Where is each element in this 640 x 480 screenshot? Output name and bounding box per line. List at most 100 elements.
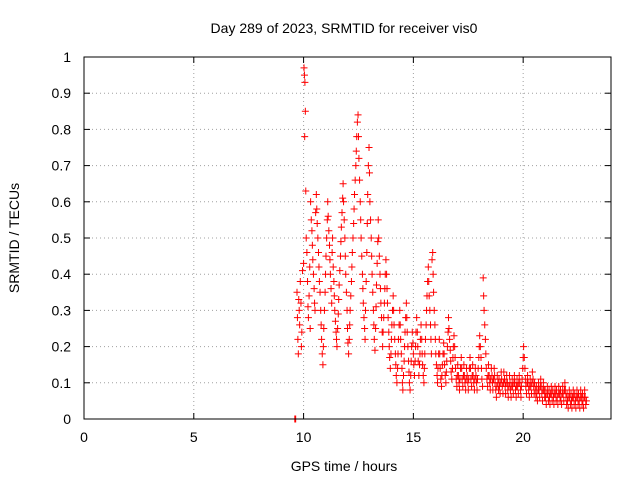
data-point-marker <box>362 306 370 314</box>
data-point-marker <box>307 216 315 224</box>
data-point-marker <box>365 169 373 177</box>
data-point-marker <box>327 285 335 293</box>
data-point-marker <box>406 386 414 394</box>
data-point-marker <box>360 314 368 322</box>
data-point-marker <box>358 270 366 278</box>
data-point-marker <box>293 314 301 322</box>
data-point-marker <box>375 252 383 260</box>
data-point-marker <box>313 220 321 228</box>
data-point-marker <box>389 292 397 300</box>
y-tick-label: 0.5 <box>52 230 72 246</box>
data-point-marker <box>324 198 332 206</box>
data-point-marker <box>303 248 311 256</box>
data-point-marker <box>468 382 476 390</box>
data-point-marker <box>308 241 316 249</box>
data-point-marker <box>298 328 306 336</box>
data-point-marker <box>428 256 436 264</box>
y-tick-label: 0.2 <box>52 339 72 355</box>
data-point-marker <box>370 321 378 329</box>
data-point-marker <box>319 361 327 369</box>
data-point-marker <box>421 350 429 358</box>
data-point-marker <box>464 379 472 387</box>
data-point-marker <box>460 361 468 369</box>
data-point-marker <box>561 379 569 387</box>
data-point-marker <box>350 205 358 213</box>
data-point-marker <box>314 234 322 242</box>
data-point-marker <box>312 191 320 199</box>
data-point-marker <box>459 382 467 390</box>
data-point-marker <box>525 386 533 394</box>
data-point-marker <box>361 325 369 332</box>
data-point-marker <box>296 321 304 329</box>
data-point-marker <box>528 368 536 376</box>
data-point-marker <box>301 107 309 115</box>
x-tick-label: 15 <box>406 429 422 445</box>
data-point-marker <box>492 393 500 401</box>
data-point-marker <box>356 176 364 184</box>
data-point-marker <box>514 390 522 398</box>
y-tick-label: 0.8 <box>52 121 72 137</box>
data-point-marker <box>355 154 363 162</box>
data-point-marker <box>312 209 320 217</box>
data-point-marker <box>322 252 330 260</box>
data-point-marker <box>326 256 334 264</box>
y-tick-label: 0.1 <box>52 375 72 391</box>
data-point-marker <box>424 263 432 271</box>
data-point-marker <box>521 364 529 372</box>
data-point-marker <box>413 328 421 336</box>
data-point-marker <box>409 350 417 358</box>
data-point-marker <box>466 353 474 361</box>
axis-ticks: 0 5 10 15 20 0 0.1 0.2 0.3 0.4 0.5 0.6 0.7 0.8 0.9 1 <box>52 49 611 445</box>
data-point-marker <box>330 277 338 285</box>
data-point-marker <box>480 306 488 314</box>
data-point-marker <box>311 299 319 307</box>
data-point-marker <box>300 71 308 79</box>
data-point-marker <box>341 252 349 260</box>
data-point-marker <box>581 393 589 401</box>
data-point-marker <box>336 267 344 275</box>
x-tick-label: 20 <box>515 429 531 445</box>
data-point-marker <box>342 270 350 278</box>
data-point-marker <box>539 379 547 387</box>
data-point-marker <box>319 343 327 351</box>
data-point-marker <box>337 223 345 231</box>
data-point-marker <box>315 277 323 285</box>
data-point-marker <box>446 335 454 343</box>
data-point-marker <box>321 288 329 296</box>
data-point-marker <box>364 191 372 199</box>
data-point-marker <box>383 270 391 278</box>
data-point-marker <box>375 234 383 242</box>
data-point-marker <box>301 133 309 141</box>
data-point-marker <box>442 379 450 387</box>
data-point-marker <box>484 382 492 390</box>
data-point-marker <box>370 335 378 343</box>
data-point-marker <box>457 353 465 361</box>
data-points <box>291 64 590 423</box>
data-point-marker <box>403 314 411 322</box>
data-point-marker <box>581 386 589 394</box>
data-point-marker <box>354 111 362 119</box>
data-point-marker <box>334 325 342 332</box>
data-point-marker <box>582 401 590 409</box>
data-point-marker <box>425 292 433 300</box>
data-point-marker <box>447 357 455 365</box>
data-point-marker <box>315 248 323 256</box>
data-point-marker <box>352 162 360 170</box>
data-point-marker <box>330 292 338 300</box>
data-point-marker <box>332 328 340 336</box>
data-point-marker <box>315 263 323 271</box>
data-point-marker <box>500 368 508 376</box>
data-point-marker <box>359 299 367 307</box>
data-point-marker <box>437 375 445 383</box>
data-point-marker <box>516 379 524 387</box>
data-point-marker <box>344 339 352 347</box>
x-tick-label: 5 <box>190 429 198 445</box>
data-point-marker <box>295 296 303 304</box>
data-point-marker <box>335 281 343 289</box>
data-point-marker <box>432 361 440 369</box>
data-point-marker <box>297 343 305 351</box>
data-point-marker <box>405 368 413 376</box>
data-point-marker <box>335 296 343 304</box>
data-point-marker <box>300 64 308 72</box>
